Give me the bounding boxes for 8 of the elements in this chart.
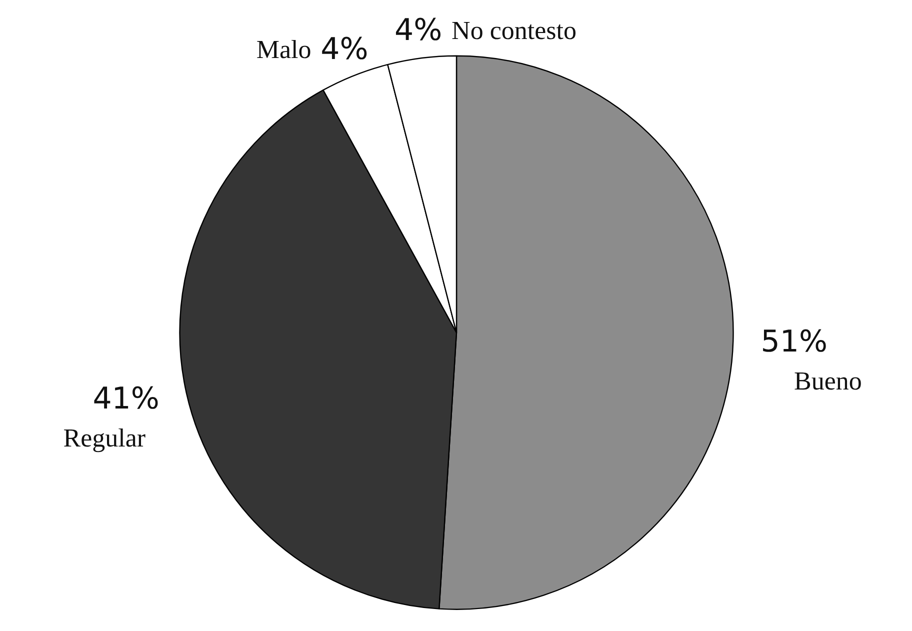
slice-label: Regular bbox=[63, 423, 146, 452]
slice-label: No contesto bbox=[452, 16, 576, 46]
data-label: 41% bbox=[92, 382, 160, 417]
slice-label: Bueno bbox=[794, 366, 862, 396]
data-label: 4% bbox=[320, 32, 368, 68]
slice-label: Malo bbox=[256, 35, 312, 64]
data-label: 51% bbox=[760, 324, 828, 360]
data-label: 4% bbox=[394, 13, 442, 48]
